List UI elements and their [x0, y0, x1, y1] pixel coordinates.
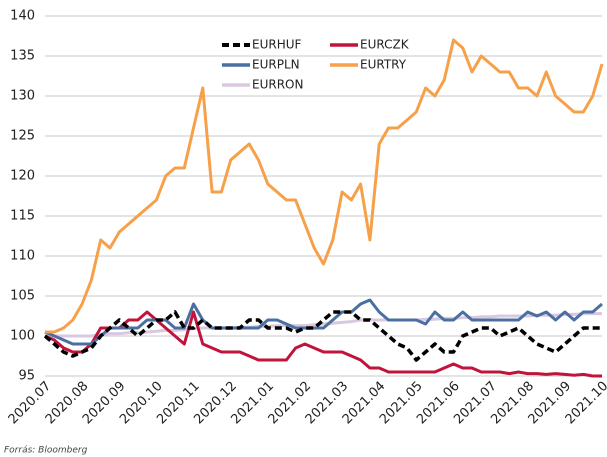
series-line — [44, 298, 603, 346]
y-tick-label: 125 — [10, 129, 35, 144]
legend-label: EURTRY — [360, 58, 407, 72]
legend-label: EURHUF — [252, 38, 302, 52]
series-line — [44, 310, 602, 378]
y-tick-label: 115 — [10, 209, 35, 224]
y-tick-label: 130 — [10, 89, 35, 104]
legend-label: EURPLN — [252, 58, 300, 72]
y-tick-label: 95 — [18, 369, 35, 384]
y-tick-label: 100 — [10, 329, 35, 344]
series-line — [45, 312, 602, 338]
y-tick-label: 120 — [10, 169, 35, 184]
legend-label: EURRON — [252, 78, 303, 92]
source-note: Forrás: Bloomberg — [4, 446, 88, 456]
y-tick-label: 110 — [10, 249, 35, 264]
y-tick-label: 135 — [10, 49, 35, 64]
legend-label: EURCZK — [360, 38, 410, 52]
y-tick-label: 105 — [10, 289, 35, 304]
series-line — [45, 38, 604, 334]
y-tick-label: 140 — [10, 9, 35, 24]
